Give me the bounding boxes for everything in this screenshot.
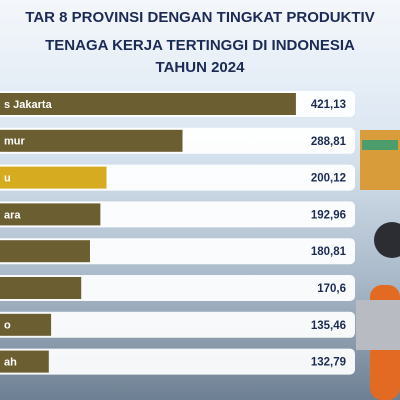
person-head bbox=[374, 222, 400, 258]
value-label: 200,12 bbox=[311, 173, 346, 185]
bar bbox=[0, 203, 101, 226]
bar bbox=[0, 166, 107, 189]
value-label: 180,81 bbox=[311, 246, 347, 258]
category-label: u bbox=[4, 173, 11, 185]
category-label: ah bbox=[4, 357, 17, 369]
value-label: 132,79 bbox=[311, 357, 346, 369]
category-label: mur bbox=[4, 136, 26, 148]
value-label: 288,81 bbox=[311, 136, 347, 148]
row-background bbox=[0, 311, 355, 338]
value-label: 135,46 bbox=[311, 320, 346, 332]
value-label: 421,13 bbox=[311, 99, 346, 111]
bar bbox=[0, 129, 183, 152]
bar bbox=[0, 313, 52, 336]
bar bbox=[0, 350, 49, 373]
row-background bbox=[0, 275, 355, 301]
building bbox=[360, 130, 400, 190]
category-label: s Jakarta bbox=[4, 99, 53, 111]
bar bbox=[0, 93, 296, 115]
category-label: o bbox=[4, 320, 11, 332]
value-label: 192,96 bbox=[311, 209, 346, 221]
bar bbox=[0, 240, 90, 263]
value-label: 170,6 bbox=[317, 283, 346, 295]
bar bbox=[0, 277, 82, 299]
category-label: ara bbox=[4, 209, 21, 221]
laptop bbox=[356, 300, 400, 350]
bars: s Jakarta 421,13 mur 288,81 u 200,12 ara 192,96… bbox=[0, 91, 355, 375]
row-background bbox=[0, 348, 355, 375]
chart-title: TAR 8 PROVINSI DENGAN TINGKAT PRODUKTIV bbox=[25, 9, 374, 26]
building bbox=[362, 140, 398, 150]
chart-title: TAHUN 2024 bbox=[156, 59, 246, 76]
chart-title: TENAGA KERJA TERTINGGI DI INDONESIA bbox=[45, 37, 355, 54]
